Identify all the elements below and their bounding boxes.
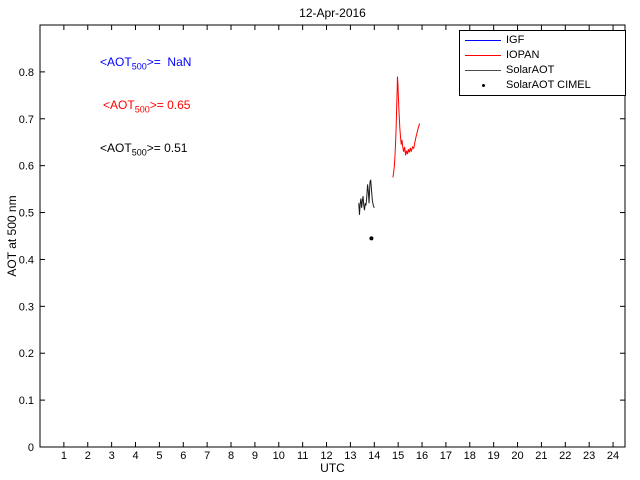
annotation-text: >= NaN <box>146 55 192 69</box>
legend-line-swatch-iopan <box>460 55 506 56</box>
svg-text:16: 16 <box>416 450 428 462</box>
svg-text:0.8: 0.8 <box>19 67 34 79</box>
chart-title: 12-Apr-2016 <box>299 6 366 20</box>
dot-marker-icon <box>481 84 485 87</box>
svg-text:0.4: 0.4 <box>19 254 34 266</box>
svg-text:18: 18 <box>464 450 476 462</box>
annotation-subscript: 500 <box>131 147 147 158</box>
x-axis-label: UTC <box>320 461 345 475</box>
svg-text:13: 13 <box>344 450 356 462</box>
annotation-subscript: 500 <box>134 104 150 115</box>
svg-text:14: 14 <box>368 450 380 462</box>
svg-text:7: 7 <box>204 450 210 462</box>
svg-text:2: 2 <box>85 450 91 462</box>
svg-text:22: 22 <box>559 450 571 462</box>
svg-text:21: 21 <box>535 450 547 462</box>
svg-text:1: 1 <box>61 450 67 462</box>
legend-label: SolarAOT <box>506 64 555 76</box>
annotation-mean-aot-iopan: <AOT500>= 0.65 <box>103 98 190 114</box>
line-sample-icon <box>465 40 501 41</box>
svg-text:17: 17 <box>440 450 452 462</box>
svg-text:9: 9 <box>252 450 258 462</box>
annotation-mean-aot-solaraot: <AOT500>= 0.51 <box>100 141 187 157</box>
svg-text:4: 4 <box>132 450 138 462</box>
svg-text:12: 12 <box>320 450 332 462</box>
svg-text:0.2: 0.2 <box>19 348 34 360</box>
svg-text:23: 23 <box>583 450 595 462</box>
svg-text:24: 24 <box>607 450 619 462</box>
legend-line-swatch-solaraot <box>460 70 506 71</box>
svg-text:11: 11 <box>297 450 308 462</box>
annotation-subscript: 500 <box>131 61 147 72</box>
line-sample-icon <box>465 55 501 56</box>
svg-text:0.6: 0.6 <box>19 161 34 173</box>
annotation-text: <AOT <box>100 55 132 69</box>
annotation-text: >= 0.51 <box>146 141 188 155</box>
legend-dot-swatch-cimel <box>460 84 506 87</box>
y-axis-label: AOT at 500 nm <box>5 195 19 277</box>
legend-entry-solaraot-cimel: SolarAOT CIMEL <box>460 78 625 93</box>
svg-text:0.7: 0.7 <box>19 114 34 126</box>
legend-line-swatch-igf <box>460 40 506 41</box>
svg-text:0.3: 0.3 <box>19 301 34 313</box>
legend-entry-iopan: IOPAN <box>460 48 625 63</box>
svg-text:0: 0 <box>28 442 34 454</box>
legend-entry-igf: IGF <box>460 33 625 48</box>
legend-label: IOPAN <box>506 49 540 61</box>
annotation-text: <AOT <box>103 98 135 112</box>
svg-text:3: 3 <box>109 450 115 462</box>
legend-entry-solaraot: SolarAOT <box>460 63 625 78</box>
svg-text:15: 15 <box>392 450 404 462</box>
annotation-text: >= 0.65 <box>149 98 191 112</box>
svg-text:8: 8 <box>228 450 234 462</box>
svg-text:5: 5 <box>156 450 162 462</box>
annotation-mean-aot-igf: <AOT500>= NaN <box>100 55 191 71</box>
annotation-text: <AOT <box>100 141 132 155</box>
svg-text:20: 20 <box>511 450 523 462</box>
legend-label: SolarAOT CIMEL <box>506 79 591 91</box>
svg-text:6: 6 <box>180 450 186 462</box>
svg-text:0.1: 0.1 <box>19 395 34 407</box>
svg-text:0.5: 0.5 <box>19 208 34 220</box>
legend: IGF IOPAN SolarAOT SolarAOT CIMEL <box>459 30 626 96</box>
svg-text:10: 10 <box>273 450 285 462</box>
svg-text:19: 19 <box>488 450 500 462</box>
line-sample-icon <box>465 70 501 71</box>
legend-label: IGF <box>506 34 525 46</box>
